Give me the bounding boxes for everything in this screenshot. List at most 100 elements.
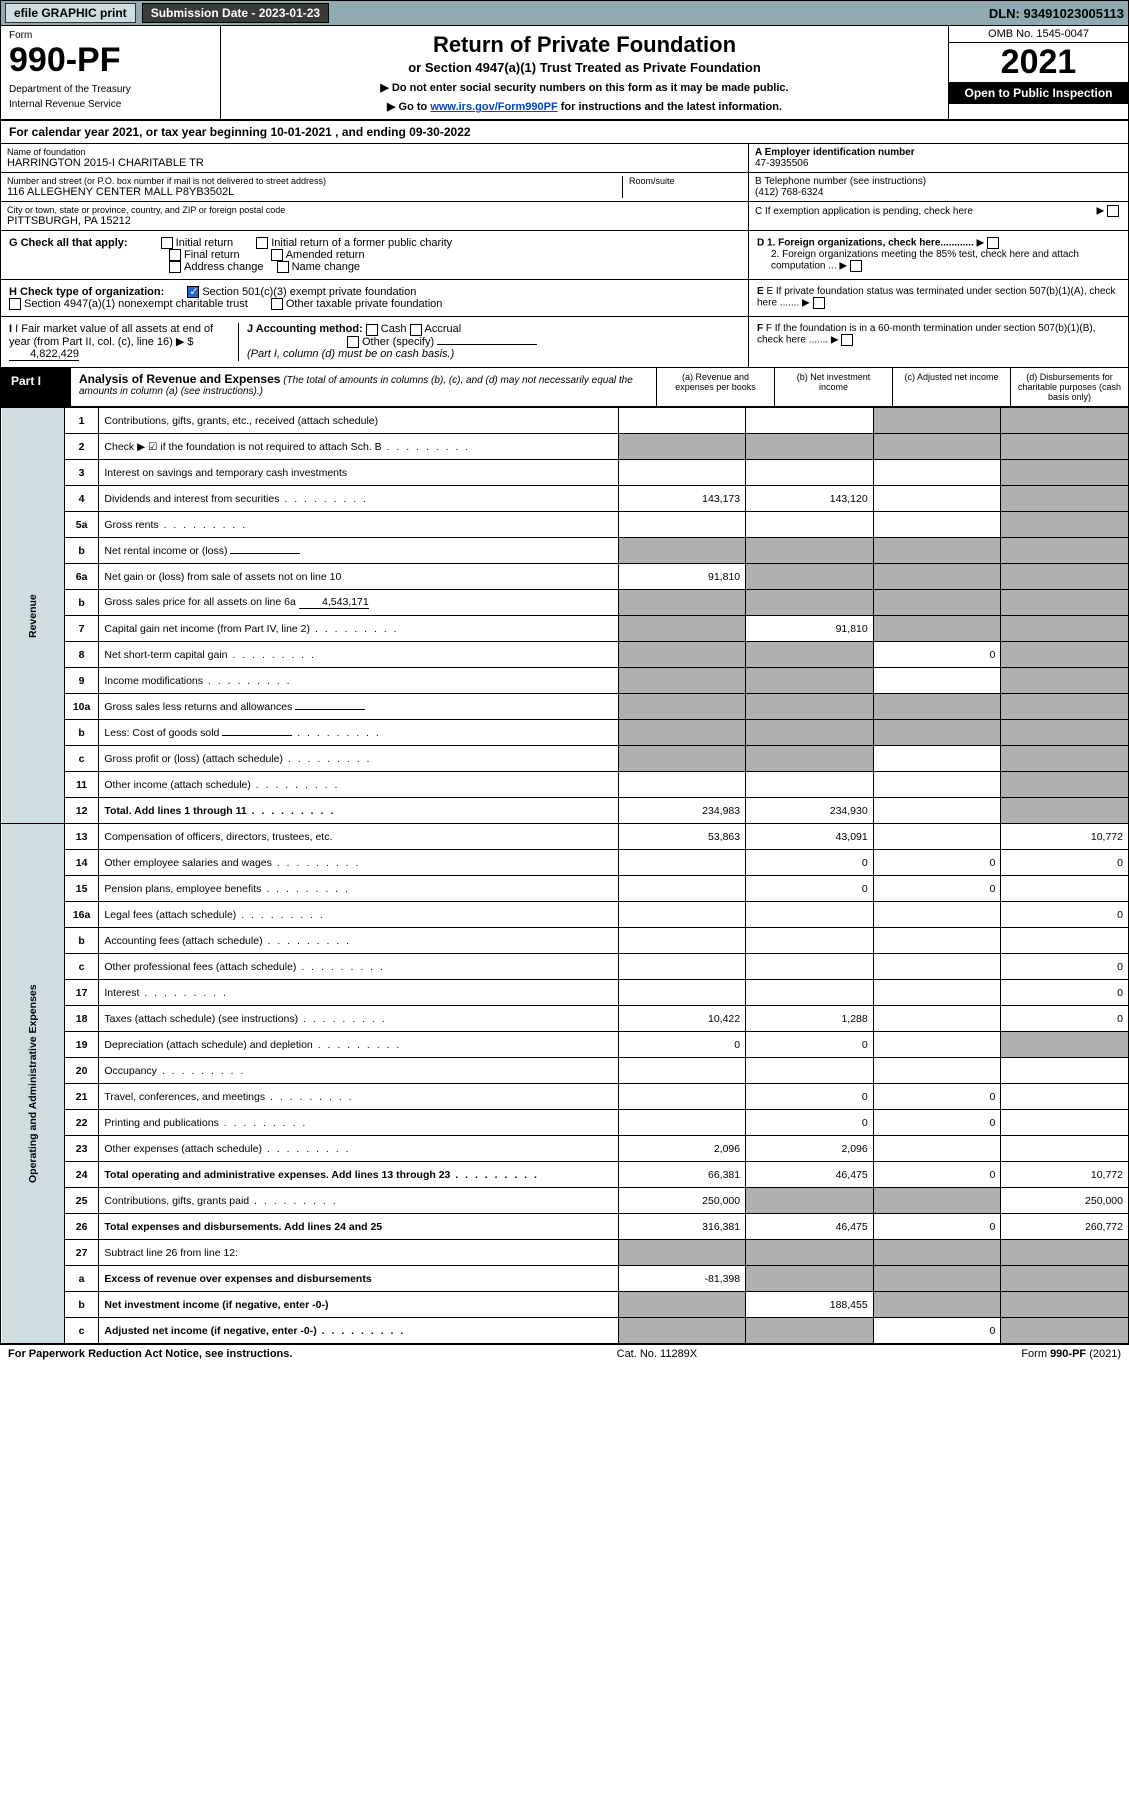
d2: 2. Foreign organizations meeting the 85%… <box>757 249 1120 272</box>
g-initial[interactable] <box>161 237 173 249</box>
cell-value <box>1001 798 1129 824</box>
table-row: aExcess of revenue over expenses and dis… <box>1 1266 1129 1292</box>
omb-number: OMB No. 1545-0047 <box>949 26 1128 43</box>
addr-label: Number and street (or P.O. box number if… <box>7 176 622 186</box>
line-desc: Gross rents <box>99 512 618 538</box>
j-cash[interactable] <box>366 324 378 336</box>
cell-value: 250,000 <box>618 1188 746 1214</box>
cell-value <box>1001 538 1129 564</box>
cell-value: 0 <box>746 1084 874 1110</box>
open-public: Open to Public Inspection <box>949 82 1128 104</box>
line-number: 5a <box>64 512 99 538</box>
cell-value <box>1001 772 1129 798</box>
table-row: 5aGross rents <box>1 512 1129 538</box>
cell-value: 91,810 <box>746 616 874 642</box>
line-desc: Net rental income or (loss) <box>99 538 618 564</box>
cell-value <box>1001 642 1129 668</box>
cell-value <box>618 460 746 486</box>
cell-value <box>873 512 1001 538</box>
d1: D 1. Foreign organizations, check here..… <box>757 237 1120 249</box>
topbar: efile GRAPHIC print Submission Date - 20… <box>0 0 1129 26</box>
line-desc: Net gain or (loss) from sale of assets n… <box>99 564 618 590</box>
city: PITTSBURGH, PA 15212 <box>7 215 742 227</box>
g-amended[interactable] <box>271 249 283 261</box>
cell-value: 10,772 <box>1001 1162 1129 1188</box>
line-desc: Compensation of officers, directors, tru… <box>99 824 618 850</box>
table-row: 14Other employee salaries and wages000 <box>1 850 1129 876</box>
cell-value <box>746 1188 874 1214</box>
h-other-taxable[interactable] <box>271 298 283 310</box>
dln: DLN: 93491023005113 <box>989 6 1124 21</box>
g-name[interactable] <box>277 261 289 273</box>
cell-value <box>873 408 1001 434</box>
cell-value <box>873 772 1001 798</box>
cell-value <box>618 434 746 460</box>
table-row: cOther professional fees (attach schedul… <box>1 954 1129 980</box>
part1-header: Part I Analysis of Revenue and Expenses … <box>0 368 1129 407</box>
cell-value <box>746 928 874 954</box>
cell-value <box>618 1110 746 1136</box>
cell-value: 143,120 <box>746 486 874 512</box>
line-desc: Gross sales less returns and allowances <box>99 694 618 720</box>
line-desc: Accounting fees (attach schedule) <box>99 928 618 954</box>
table-row: 18Taxes (attach schedule) (see instructi… <box>1 1006 1129 1032</box>
cell-value <box>873 564 1001 590</box>
line-desc: Other professional fees (attach schedule… <box>99 954 618 980</box>
cell-value: 234,983 <box>618 798 746 824</box>
table-row: 15Pension plans, employee benefits00 <box>1 876 1129 902</box>
g-address[interactable] <box>169 261 181 273</box>
cell-value <box>618 980 746 1006</box>
line-number: 22 <box>64 1110 99 1136</box>
cell-value <box>873 668 1001 694</box>
g-initial-former[interactable] <box>256 237 268 249</box>
cell-value <box>873 928 1001 954</box>
cell-value <box>746 694 874 720</box>
c-checkbox[interactable] <box>1107 205 1119 217</box>
cell-value <box>746 642 874 668</box>
footer-mid: Cat. No. 11289X <box>617 1348 698 1360</box>
j-accrual[interactable] <box>410 324 422 336</box>
e-checkbox[interactable] <box>813 297 825 309</box>
cell-value: 0 <box>873 642 1001 668</box>
cell-value <box>746 538 874 564</box>
cell-value <box>746 590 874 616</box>
g-final[interactable] <box>169 249 181 261</box>
col-c: (c) Adjusted net income <box>892 368 1010 406</box>
cell-value: 0 <box>873 1214 1001 1240</box>
j-other[interactable] <box>347 336 359 348</box>
cell-value: 10,422 <box>618 1006 746 1032</box>
h-4947[interactable] <box>9 298 21 310</box>
line-number: 24 <box>64 1162 99 1188</box>
cell-value <box>873 798 1001 824</box>
d1-checkbox[interactable] <box>987 237 999 249</box>
form-header: Form 990-PF Department of the Treasury I… <box>0 26 1129 121</box>
line-number: b <box>64 538 99 564</box>
line-number: c <box>64 1318 99 1344</box>
cell-value <box>1001 1318 1129 1344</box>
irs-link[interactable]: www.irs.gov/Form990PF <box>430 101 557 113</box>
cell-value <box>873 434 1001 460</box>
cell-value: 188,455 <box>746 1292 874 1318</box>
cell-value <box>873 980 1001 1006</box>
cell-value <box>618 720 746 746</box>
cell-value <box>618 408 746 434</box>
cell-value: 0 <box>1001 980 1129 1006</box>
cell-value <box>1001 1032 1129 1058</box>
table-row: bLess: Cost of goods sold <box>1 720 1129 746</box>
line-desc: Gross profit or (loss) (attach schedule) <box>99 746 618 772</box>
sub-title: or Section 4947(a)(1) Trust Treated as P… <box>231 60 938 75</box>
cell-value <box>618 1058 746 1084</box>
footer-left: For Paperwork Reduction Act Notice, see … <box>8 1348 292 1360</box>
table-row: 2Check ▶ ☑ if the foundation is not requ… <box>1 434 1129 460</box>
cell-value <box>1001 616 1129 642</box>
phone: (412) 768-6324 <box>755 187 1122 198</box>
cell-value <box>746 408 874 434</box>
instruction-1: ▶ Do not enter social security numbers o… <box>231 81 938 94</box>
efile-button[interactable]: efile GRAPHIC print <box>5 3 136 23</box>
d2-checkbox[interactable] <box>850 260 862 272</box>
h-501c3[interactable] <box>187 286 199 298</box>
cell-value <box>746 980 874 1006</box>
cell-value <box>618 1292 746 1318</box>
line-number: 21 <box>64 1084 99 1110</box>
f-checkbox[interactable] <box>841 334 853 346</box>
